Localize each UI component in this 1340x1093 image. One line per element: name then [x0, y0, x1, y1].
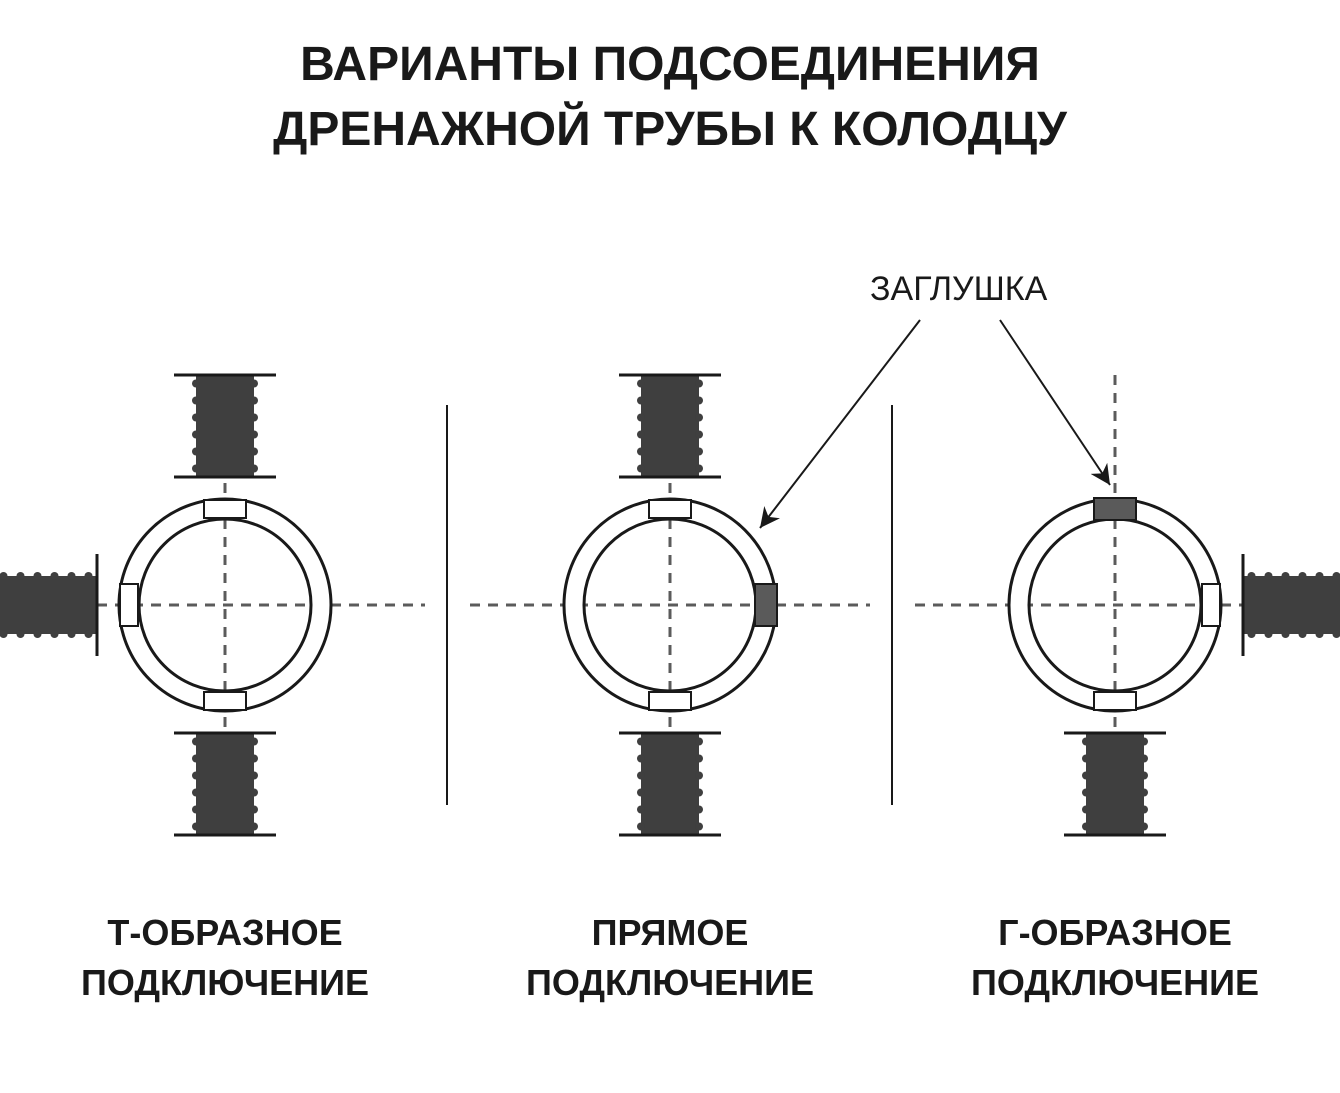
annotation-arrow — [1000, 320, 1110, 485]
diagram-canvas: ВАРИАНТЫ ПОДСОЕДИНЕНИЯ ДРЕНАЖНОЙ ТРУБЫ К … — [0, 0, 1340, 1093]
annotation-arrow — [760, 320, 920, 528]
title-line-1: ВАРИАНТЫ ПОДСОЕДИНЕНИЯ — [300, 38, 1040, 91]
caption-t-1: Т-ОБРАЗНОЕ — [107, 912, 342, 953]
caption-g-1: Г-ОБРАЗНОЕ — [998, 912, 1232, 953]
diagram-straight — [470, 375, 870, 835]
diagram-t — [0, 375, 425, 835]
diagram-g — [915, 375, 1340, 835]
caption-straight-2: ПОДКЛЮЧЕНИЕ — [526, 962, 814, 1003]
caption-straight-1: ПРЯМОЕ — [592, 912, 749, 953]
caption-t-2: ПОДКЛЮЧЕНИЕ — [81, 962, 369, 1003]
title-line-2: ДРЕНАЖНОЙ ТРУБЫ К КОЛОДЦУ — [273, 101, 1068, 156]
annotation-label: ЗАГЛУШКА — [870, 270, 1048, 308]
caption-g-2: ПОДКЛЮЧЕНИЕ — [971, 962, 1259, 1003]
